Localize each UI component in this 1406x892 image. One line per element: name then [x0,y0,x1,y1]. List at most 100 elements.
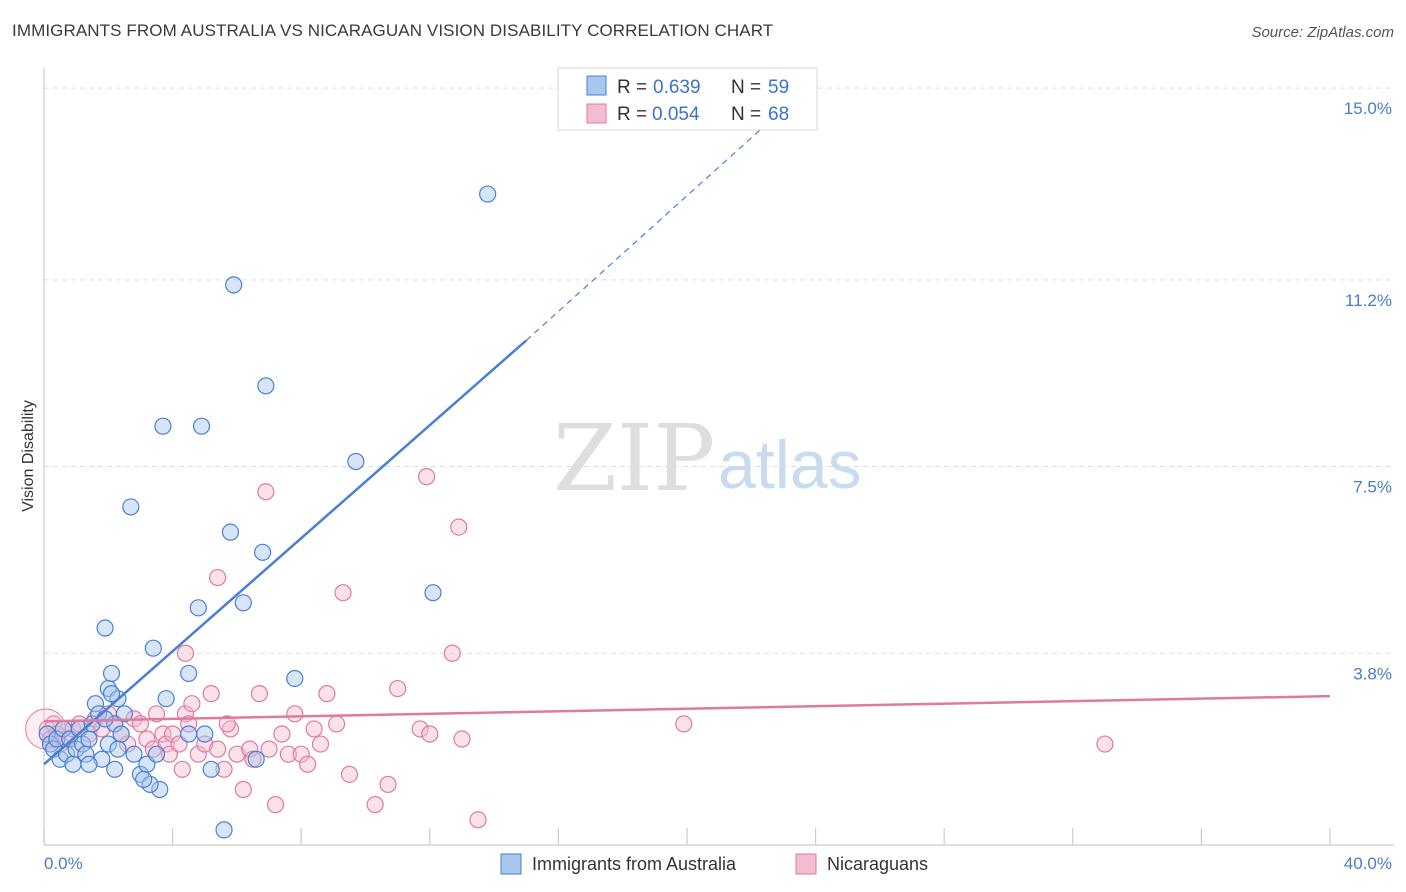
australia-point [96,619,114,637]
australia-trend-extension [525,122,768,341]
australia-point [221,523,240,541]
nicaraguans-point [273,725,291,743]
nicaraguans-point [453,730,471,748]
nicaraguans-point [196,735,214,753]
legend-r-label-australia: R = [617,77,647,98]
watermark: ZIP atlas [553,405,862,512]
australia-point [286,669,304,688]
nicaraguans-point [118,735,137,753]
legend-bottom: Immigrants from Australia Nicaraguans [500,853,928,875]
nicaraguans-point [318,685,336,703]
australia-point [144,639,162,657]
legend-swatch-nicaraguans [586,103,607,124]
nicaraguans-point [173,760,191,778]
x-tick-label-min: 0.0% [44,854,83,873]
nicaraguans-point [221,720,240,738]
nicaraguans-points [25,468,1114,829]
australia-point [147,745,166,763]
nicaraguans-point [138,730,156,748]
australia-point [189,599,207,617]
australia-point [192,417,211,435]
nicaraguans-point [450,518,468,536]
nicaraguans-point [215,760,233,778]
nicaraguans-point [228,745,246,763]
bottom-legend-label-nicaraguans: Nicaraguans [827,854,928,874]
australia-point [109,740,127,758]
australia-trend-line [43,339,528,766]
nicaraguans-point [209,740,227,758]
nicaraguans-point [144,740,162,758]
australia-point [257,377,275,395]
y-tick-label: 15.0% [1344,99,1392,118]
nicaraguans-point [209,568,227,587]
nicaraguans-point [183,695,201,713]
legend-top: R = 0.639 N = 59 R = 0.054 N = 68 [557,67,818,131]
nicaraguans-point [443,644,461,662]
nicaraguans-point [389,679,407,698]
australia-point [234,594,252,612]
australia-point [115,705,133,723]
australia-point [157,690,175,708]
nicaraguans-point [292,745,310,763]
australia-point [247,750,265,768]
australia-point [80,755,98,773]
nicaraguans-point [279,745,297,763]
australia-point [93,750,111,768]
bottom-legend-swatch-australia [500,853,522,875]
australia-points [38,185,497,839]
watermark-atlas: atlas [718,427,862,503]
legend-r-value-australia: 0.639 [653,77,701,98]
y-tick-label: 11.2% [1345,291,1392,310]
australia-point [347,452,365,471]
nicaraguans-point [241,740,259,758]
legend-swatch-australia [586,75,607,96]
australia-point [215,821,233,839]
y-tick-label: 7.5% [1353,478,1392,497]
australia-point [106,760,124,778]
nicaraguans-point [189,745,207,763]
watermark-zip: ZIP [553,405,715,512]
australia-point [151,780,169,799]
australia-point [102,664,121,683]
legend-n-label-australia: N = [731,77,761,98]
australia-point [180,725,198,743]
x-axis-ticks [43,828,1331,845]
bottom-legend-swatch-nicaraguans [795,853,817,875]
australia-point [196,725,214,743]
nicaraguans-point [334,584,352,602]
y-tick-labels: 3.8% 7.5% 11.2% 15.0% [1344,99,1392,683]
nicaraguans-point [218,715,236,733]
nicaraguans-point [202,685,220,703]
australia-point [225,276,243,294]
nicaraguans-point [299,755,317,773]
nicaraguans-trend-line [43,694,1331,723]
australia-point [135,770,153,789]
nicaraguans-point [176,644,195,662]
australia-point [125,745,143,763]
page-title: IMMIGRANTS FROM AUSTRALIA VS NICARAGUAN … [12,21,774,40]
nicaraguans-point [305,720,323,738]
legend-n-value-australia: 59 [768,77,789,98]
nicaraguans-point [147,705,166,723]
nicaraguans-point [327,715,346,733]
nicaraguans-point [260,740,278,758]
y-tick-label: 3.8% [1353,664,1392,683]
australia-point [154,417,172,435]
nicaraguans-point [379,775,397,794]
legend-r-value-nicaraguans: 0.054 [652,104,700,125]
nicaraguans-point [1096,735,1114,753]
gridlines [44,87,1394,654]
y-axis-label: Vision Disability [20,400,37,512]
nicaraguans-point [266,796,285,814]
australia-point [122,498,140,516]
australia-point [202,760,220,778]
nicaraguans-point [257,483,275,501]
australia-point [254,543,272,561]
australia-point [180,664,198,683]
nicaraguans-point [417,468,436,486]
nicaraguans-point [421,725,439,743]
trend-lines [43,122,1331,766]
bottom-legend-label-australia: Immigrants from Australia [532,854,737,874]
australia-point [38,725,56,743]
